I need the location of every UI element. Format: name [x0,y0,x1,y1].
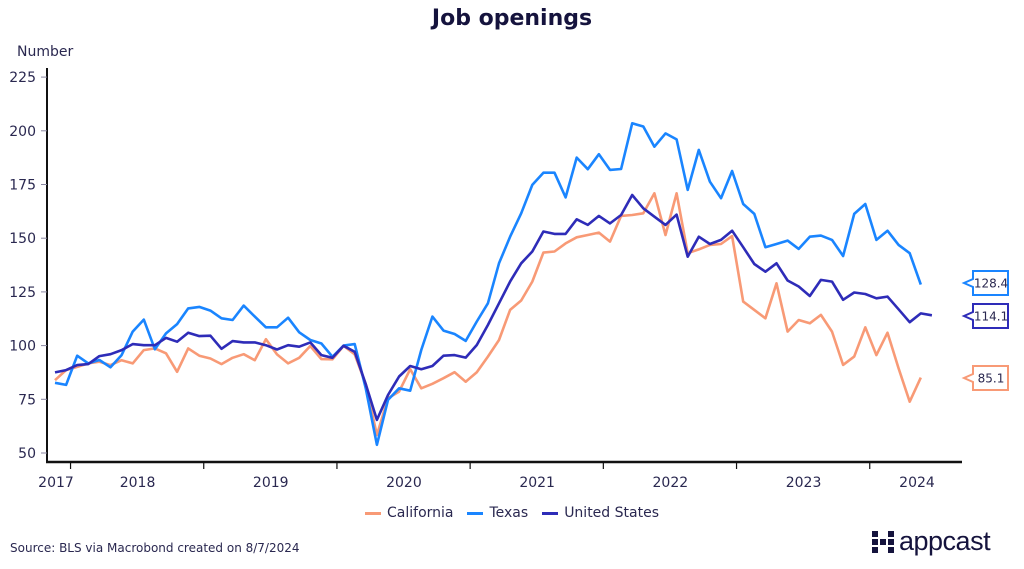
y-tick-label: 50 [18,446,36,462]
end-value: 114.1 [974,310,1008,324]
y-tick-label: 150 [9,231,36,247]
end-value: 85.1 [978,372,1005,386]
legend-item-united-states: United States [542,505,659,521]
legend-item-texas: Texas [467,505,528,521]
legend-swatch [365,511,381,515]
y-tick-label: 100 [9,339,36,355]
series-line-california [54,192,922,437]
x-tick-label: 2017 [38,475,74,491]
source-note: Source: BLS via Macrobond created on 8/7… [10,541,300,555]
y-tick-label: 225 [9,70,36,86]
logo-dots-icon [872,530,894,553]
end-label-texas: 128.4 [961,270,1009,296]
x-tick-label: 2021 [519,475,555,491]
legend-swatch [467,511,484,515]
legend-label: Texas [489,505,529,521]
x-tick-label: 2024 [899,475,935,491]
x-tick-label: 2018 [120,475,156,491]
end-label-california: 85.1 [961,365,1009,391]
legend-item-california: California [365,505,453,521]
x-tick-label: 2022 [653,475,689,491]
logo-text: appcast [899,526,991,556]
label-box [961,365,1009,391]
x-tick-label: 2019 [253,475,289,491]
label-box [961,270,1009,296]
series-line-texas [54,122,923,447]
y-tick-label: 75 [18,392,36,408]
chart-title: Job openings [431,6,593,31]
legend: California Texas United States [0,505,1024,521]
legend-label: United States [564,505,659,521]
end-value: 128.4 [974,277,1008,291]
appcast-logo: appcast [872,526,991,556]
y-tick-label: 125 [9,285,36,301]
legend-label: California [387,505,454,521]
y-tick-label: 200 [9,124,36,140]
y-tick-label: 175 [9,178,36,194]
legend-swatch [542,511,559,515]
label-box [961,303,1009,329]
end-label-united-states: 114.1 [961,303,1009,329]
x-tick-label: 2020 [386,475,422,491]
y-axis-label: Number [17,44,74,60]
x-tick-label: 2023 [786,475,822,491]
series-line-united-states [54,193,933,422]
